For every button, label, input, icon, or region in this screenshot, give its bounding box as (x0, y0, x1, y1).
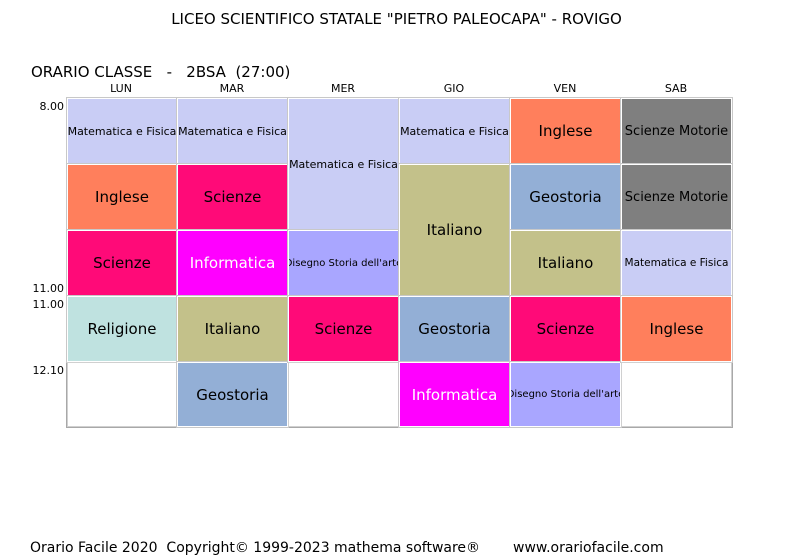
day-header-mar: MAR (219, 82, 245, 95)
school-title: LICEO SCIENTIFICO STATALE "PIETRO PALEOC… (171, 10, 622, 28)
empty-slot[interactable] (67, 362, 177, 427)
empty-slot[interactable] (621, 362, 732, 427)
day-header-sab: SAB (664, 82, 688, 95)
lesson-cell[interactable]: Italiano (176, 295, 289, 363)
lesson-cell[interactable]: Inglese (509, 97, 622, 165)
lesson-cell[interactable]: Matematica e Fisica (398, 97, 511, 165)
time-label-break-end: 11.00 (32, 282, 65, 295)
lesson-cell[interactable]: Geostoria (398, 295, 511, 363)
lesson-cell[interactable]: Religione (66, 295, 178, 363)
lesson-cell[interactable]: Matematica e Fisica (620, 229, 733, 297)
lesson-cell[interactable]: Scienze (509, 295, 622, 363)
lesson-cell[interactable]: Matematica e Fisica (287, 97, 400, 231)
lesson-cell[interactable]: Matematica e Fisica (66, 97, 178, 165)
class-label: ORARIO CLASSE - 2BSA (27:00) (31, 63, 291, 81)
lesson-cell[interactable]: Scienze (176, 163, 289, 231)
day-header-mer: MER (330, 82, 356, 95)
day-header-ven: VEN (553, 82, 577, 95)
lesson-cell[interactable]: Disegno Storia dell'arte (509, 361, 622, 428)
footer-copyright: Orario Facile 2020 Copyright© 1999-2023 … (30, 540, 481, 556)
lesson-cell[interactable]: Geostoria (509, 163, 622, 231)
lesson-cell[interactable]: Inglese (620, 295, 733, 363)
lesson-cell[interactable]: Disegno Storia dell'arte (287, 229, 400, 297)
lesson-cell[interactable]: Scienze (66, 229, 178, 297)
empty-slot[interactable] (288, 362, 399, 427)
time-label-start: 8.00 (39, 100, 65, 113)
lesson-cell[interactable]: Scienze Motorie (620, 97, 733, 165)
lesson-cell[interactable]: Scienze (287, 295, 400, 363)
lesson-cell[interactable]: Inglese (66, 163, 178, 231)
day-header-gio: GIO (443, 82, 465, 95)
time-label-last: 12.10 (32, 364, 65, 377)
lesson-cell[interactable]: Geostoria (176, 361, 289, 428)
footer-website-link[interactable]: www.orariofacile.com (513, 540, 664, 556)
lesson-cell[interactable]: Informatica (176, 229, 289, 297)
lesson-cell[interactable]: Italiano (398, 163, 511, 297)
day-header-lun: LUN (110, 82, 132, 95)
lesson-cell[interactable]: Scienze Motorie (620, 163, 733, 231)
lesson-cell[interactable]: Informatica (398, 361, 511, 428)
lesson-cell[interactable]: Italiano (509, 229, 622, 297)
lesson-cell[interactable]: Matematica e Fisica (176, 97, 289, 165)
time-label-break-start: 11.00 (32, 298, 65, 311)
